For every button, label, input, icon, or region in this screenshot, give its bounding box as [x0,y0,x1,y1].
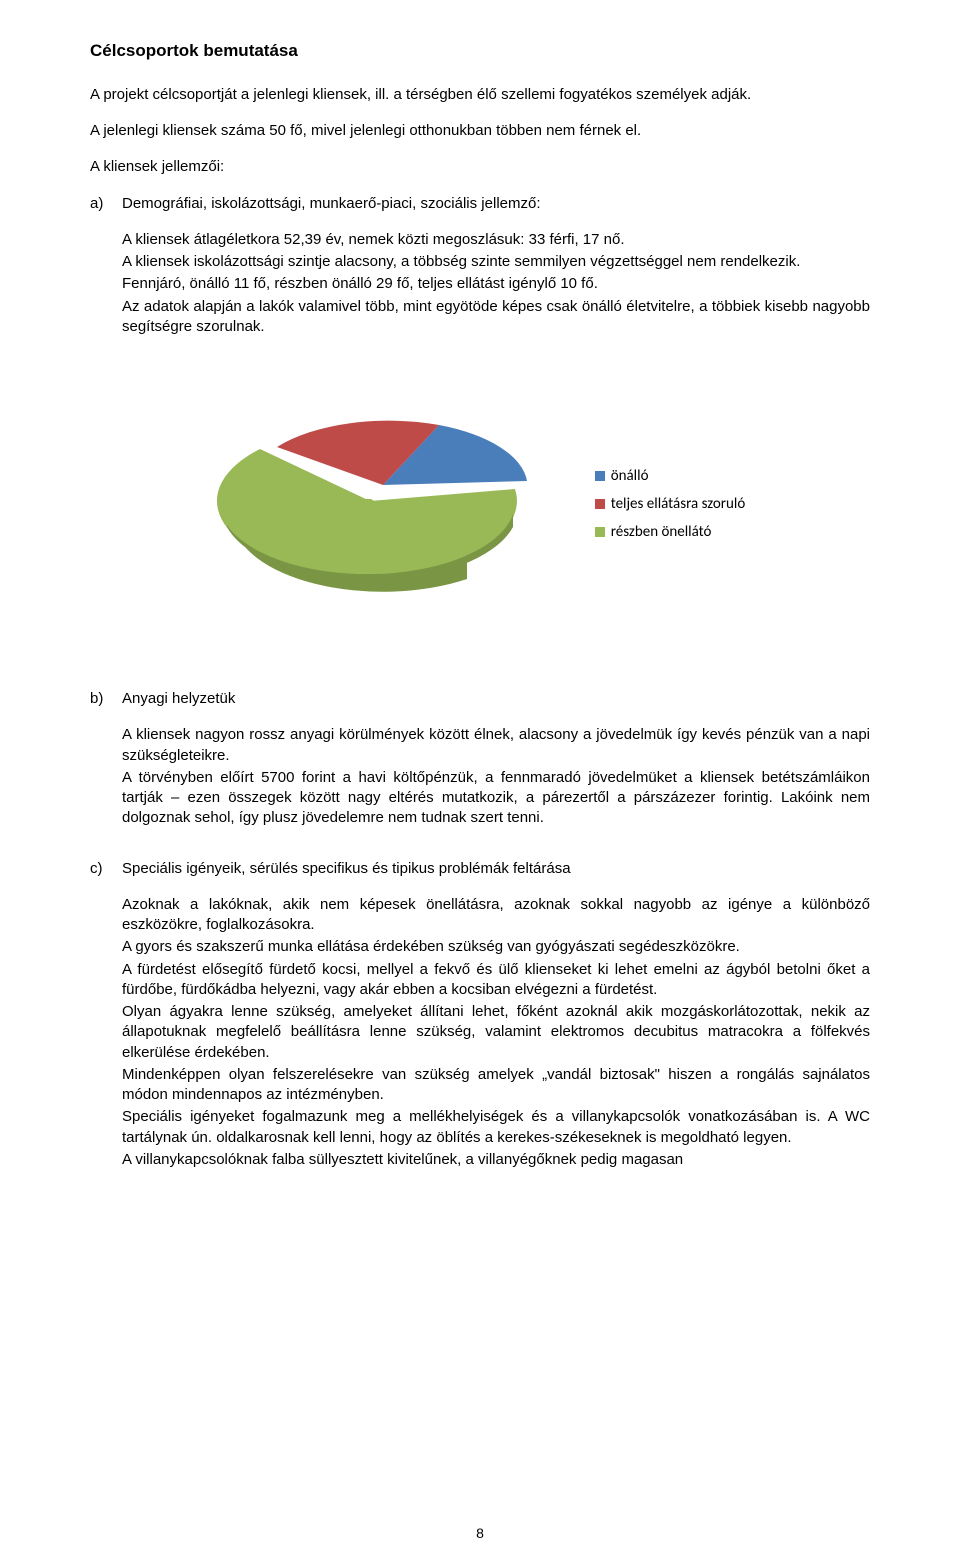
legend-item-onallo: önálló [595,466,746,486]
section-a-p4: Az adatok alapján a lakók valamivel több… [122,297,870,338]
legend-swatch-icon [595,499,605,509]
section-c-p5: Mindenképpen olyan felszerelésekre van s… [122,1065,870,1106]
section-c-p7: A villanykapcsolóknak falba süllyesztett… [122,1150,870,1170]
pie-chart-region: önálló teljes ellátásra szoruló részben … [90,399,870,609]
section-c-p3: A fürdetést elősegítő fürdető kocsi, mel… [122,960,870,1001]
intro-paragraph-1: A projekt célcsoportját a jelenlegi klie… [90,85,870,105]
legend-label: önálló [611,466,649,486]
section-b-p1: A kliensek nagyon rossz anyagi körülmény… [122,725,870,766]
legend-item-teljes: teljes ellátásra szoruló [595,494,746,514]
intro-paragraph-2: A jelenlegi kliensek száma 50 fő, mivel … [90,121,870,141]
section-b: b) Anyagi helyzetük A kliensek nagyon ro… [90,689,870,845]
section-b-heading: Anyagi helyzetük [122,689,870,709]
section-b-p2: A törvényben előírt 5700 forint a havi k… [122,768,870,829]
legend-swatch-icon [595,527,605,537]
section-c-p6: Speciális igényeket fogalmazunk meg a me… [122,1107,870,1148]
legend-swatch-icon [595,471,605,481]
section-b-marker: b) [90,689,122,845]
legend-item-reszben: részben önellátó [595,522,746,542]
legend-label: teljes ellátásra szoruló [611,494,746,514]
section-a-p1: A kliensek átlagéletkora 52,39 év, nemek… [122,230,870,250]
intro-paragraph-3: A kliensek jellemzői: [90,157,870,177]
legend-label: részben önellátó [611,522,712,542]
section-c-p4: Olyan ágyakra lenne szükség, amelyeket á… [122,1002,870,1063]
section-c-p2: A gyors és szakszerű munka ellátása érde… [122,937,870,957]
section-c-p1: Azoknak a lakóknak, akik nem képesek öne… [122,895,870,936]
section-a-heading: Demográfiai, iskolázottsági, munkaerő-pi… [122,194,870,214]
page-title: Célcsoportok bemutatása [90,40,870,63]
section-a-p3: Fennjáró, önálló 11 fő, részben önálló 2… [122,274,870,294]
page-number: 8 [0,1524,960,1543]
section-a: a) Demográfiai, iskolázottsági, munkaerő… [90,194,870,340]
section-a-p2: A kliensek iskolázottsági szintje alacso… [122,252,870,272]
chart-legend: önálló teljes ellátásra szoruló részben … [595,466,746,543]
pie-chart [215,399,545,609]
section-c: c) Speciális igényeik, sérülés specifiku… [90,859,870,1173]
section-c-marker: c) [90,859,122,1173]
section-a-marker: a) [90,194,122,340]
section-c-heading: Speciális igényeik, sérülés specifikus é… [122,859,870,879]
